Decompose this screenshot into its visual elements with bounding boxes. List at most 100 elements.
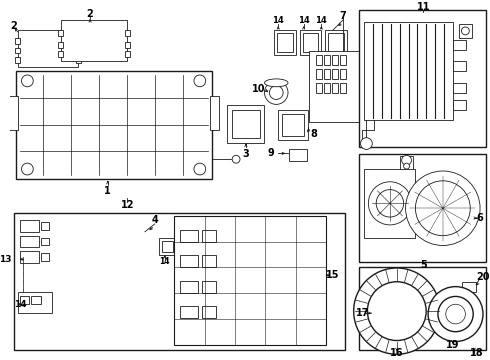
- Bar: [180, 255, 198, 267]
- Bar: [174, 216, 326, 346]
- Text: 1: 1: [104, 186, 111, 195]
- Bar: [180, 306, 198, 318]
- Bar: [58, 42, 63, 48]
- Bar: [180, 230, 198, 242]
- Bar: [278, 110, 308, 140]
- Text: 4: 4: [151, 215, 158, 225]
- Bar: [274, 30, 296, 55]
- Bar: [289, 149, 307, 161]
- Bar: [41, 222, 49, 230]
- Bar: [31, 296, 41, 304]
- Bar: [58, 51, 63, 57]
- Text: 18: 18: [470, 348, 484, 358]
- Circle shape: [404, 163, 410, 169]
- Bar: [317, 69, 322, 79]
- Bar: [76, 57, 81, 63]
- Bar: [159, 238, 176, 255]
- Bar: [20, 296, 29, 304]
- Circle shape: [462, 27, 469, 35]
- Text: 19: 19: [446, 341, 460, 350]
- Bar: [58, 30, 63, 36]
- Circle shape: [376, 190, 404, 217]
- Bar: [463, 282, 476, 292]
- Circle shape: [446, 304, 466, 324]
- Circle shape: [265, 81, 288, 104]
- Text: 10: 10: [252, 84, 266, 94]
- Bar: [232, 110, 260, 138]
- Bar: [365, 22, 453, 120]
- Text: 3: 3: [243, 149, 249, 159]
- Circle shape: [232, 155, 240, 163]
- Circle shape: [194, 75, 206, 87]
- Circle shape: [438, 296, 473, 332]
- Circle shape: [354, 268, 440, 354]
- Bar: [20, 220, 39, 232]
- Bar: [340, 83, 346, 93]
- Bar: [15, 57, 20, 63]
- Bar: [15, 38, 20, 44]
- Text: 15: 15: [326, 270, 340, 280]
- Bar: [76, 38, 81, 44]
- Bar: [332, 55, 338, 65]
- Text: 14: 14: [316, 15, 327, 24]
- Bar: [324, 83, 330, 93]
- Bar: [14, 213, 345, 350]
- Circle shape: [368, 282, 426, 341]
- Bar: [210, 95, 220, 130]
- Bar: [317, 55, 322, 65]
- Text: 7: 7: [340, 11, 346, 21]
- Bar: [125, 30, 130, 36]
- Bar: [453, 100, 466, 110]
- Text: 12: 12: [121, 200, 134, 210]
- Circle shape: [406, 171, 480, 246]
- Bar: [324, 69, 330, 79]
- Text: 17: 17: [356, 308, 369, 318]
- Bar: [365, 169, 416, 238]
- Bar: [162, 240, 173, 252]
- Bar: [202, 255, 216, 267]
- Bar: [76, 48, 81, 53]
- Bar: [20, 251, 39, 263]
- Circle shape: [361, 138, 372, 149]
- Text: 14: 14: [14, 300, 26, 309]
- Circle shape: [368, 182, 412, 225]
- Bar: [359, 267, 486, 350]
- Text: 8: 8: [310, 129, 317, 139]
- Bar: [277, 33, 293, 53]
- Bar: [332, 69, 338, 79]
- Bar: [324, 55, 330, 65]
- Bar: [202, 230, 216, 242]
- Bar: [15, 48, 20, 53]
- Bar: [459, 24, 472, 38]
- Bar: [300, 30, 321, 55]
- Bar: [400, 156, 414, 174]
- Bar: [453, 83, 466, 93]
- Circle shape: [194, 163, 206, 175]
- Bar: [18, 292, 52, 313]
- Text: 6: 6: [477, 213, 484, 223]
- Bar: [202, 306, 216, 318]
- Bar: [8, 95, 18, 130]
- Bar: [359, 10, 486, 148]
- Bar: [328, 33, 344, 53]
- Bar: [303, 33, 318, 53]
- Text: 14: 14: [298, 15, 310, 24]
- Text: 2: 2: [87, 9, 94, 19]
- Text: 16: 16: [390, 348, 404, 358]
- Bar: [180, 281, 198, 293]
- Bar: [16, 71, 212, 179]
- Bar: [309, 51, 360, 122]
- Bar: [453, 40, 466, 50]
- Bar: [340, 55, 346, 65]
- Circle shape: [428, 287, 483, 342]
- Bar: [317, 83, 322, 93]
- Text: 13: 13: [0, 255, 12, 264]
- Bar: [20, 236, 39, 247]
- Circle shape: [270, 86, 283, 99]
- Text: 14: 14: [272, 15, 284, 24]
- Bar: [332, 83, 338, 93]
- Text: 9: 9: [267, 148, 274, 158]
- Bar: [61, 20, 127, 61]
- Text: 14: 14: [159, 257, 170, 266]
- Bar: [41, 238, 49, 246]
